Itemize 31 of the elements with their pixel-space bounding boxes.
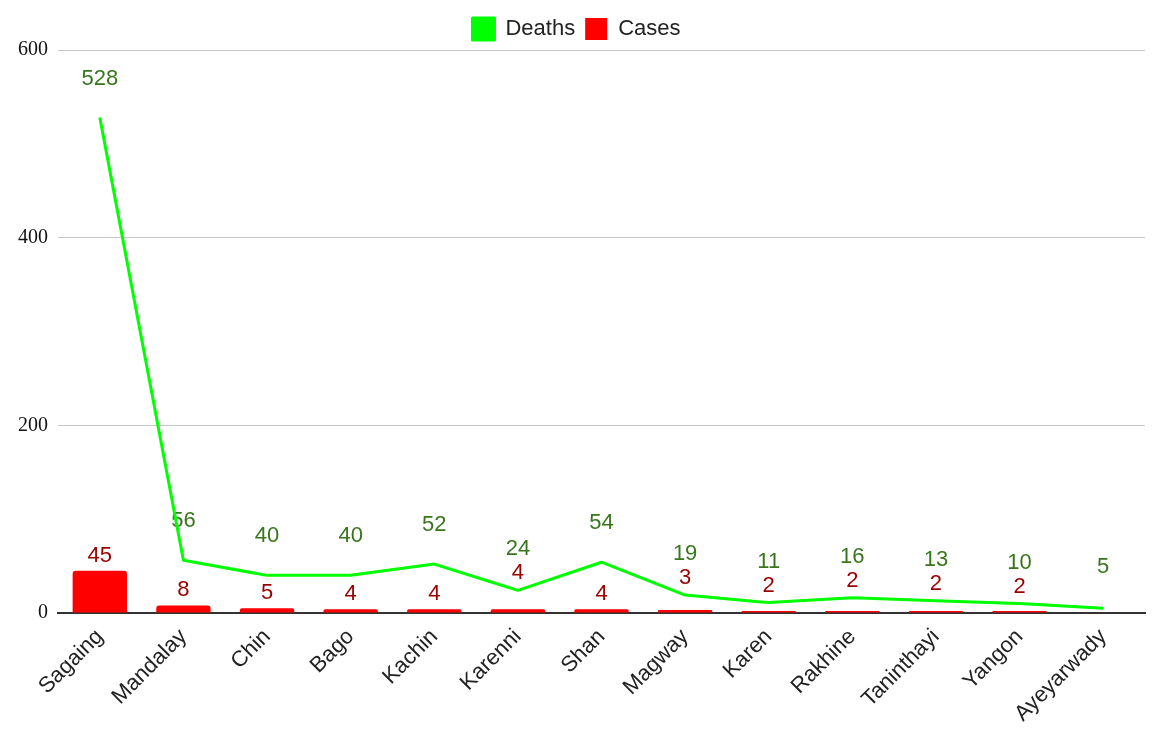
data-label: 5 bbox=[260, 579, 274, 605]
y-tick-label: 400 bbox=[18, 224, 48, 247]
data-label: 8 bbox=[177, 576, 190, 602]
legend-label: Deaths bbox=[505, 15, 576, 41]
data-label: 10 bbox=[1007, 548, 1032, 574]
x-tick-label: Chin bbox=[225, 623, 275, 674]
data-label: 16 bbox=[840, 542, 865, 568]
data-label: 40 bbox=[254, 522, 280, 548]
y-tick-label: 0 bbox=[38, 600, 48, 623]
data-label: 2 bbox=[762, 571, 775, 597]
data-label: 4 bbox=[428, 580, 441, 606]
data-label: 45 bbox=[87, 541, 113, 567]
data-label: 5 bbox=[1097, 553, 1110, 579]
data-label: 2 bbox=[846, 566, 859, 592]
data-label: 4 bbox=[511, 559, 525, 585]
legend-label: Cases bbox=[618, 15, 681, 41]
data-label: 19 bbox=[672, 540, 698, 566]
data-label: 52 bbox=[422, 511, 447, 537]
data-label: 13 bbox=[923, 545, 949, 571]
data-label: 24 bbox=[505, 535, 531, 561]
data-label: 4 bbox=[344, 580, 357, 606]
data-label: 528 bbox=[81, 64, 119, 90]
data-label: 11 bbox=[757, 547, 781, 573]
y-tick-label: 600 bbox=[18, 37, 48, 60]
data-label: 2 bbox=[1013, 572, 1026, 598]
data-label: 3 bbox=[678, 564, 692, 590]
y-tick-label: 200 bbox=[18, 412, 48, 435]
data-label: 2 bbox=[929, 569, 943, 595]
data-label: 54 bbox=[589, 509, 614, 535]
data-label: 40 bbox=[338, 522, 363, 548]
data-label: 4 bbox=[595, 580, 608, 606]
